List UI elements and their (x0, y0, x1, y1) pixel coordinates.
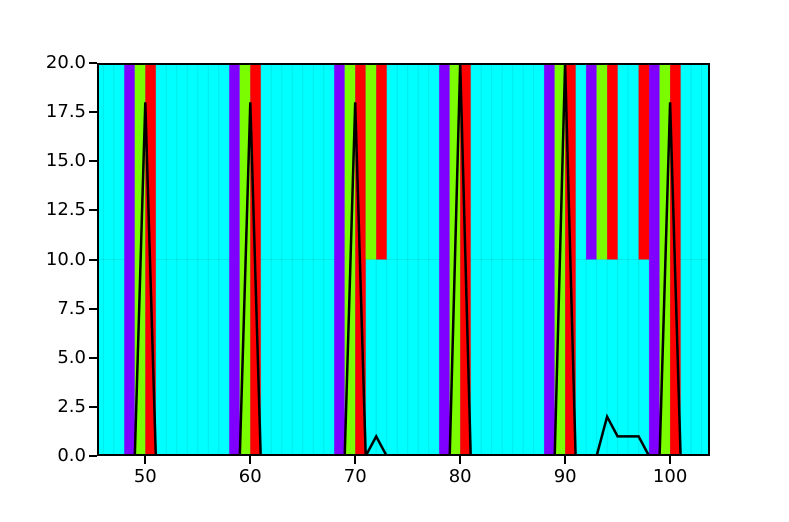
y-tick-mark (89, 405, 97, 408)
y-tick-label: 10.0 (45, 248, 86, 270)
y-tick-mark (89, 160, 97, 163)
y-tick-mark (89, 307, 97, 310)
x-tick-label: 70 (343, 466, 367, 487)
bar-purple (334, 63, 345, 456)
bar-purple (544, 63, 555, 456)
plot-area (97, 63, 710, 456)
x-tick-label: 90 (553, 466, 577, 487)
x-tick-mark (669, 456, 672, 464)
y-tick-label: 7.5 (57, 297, 86, 319)
x-tick-mark (354, 456, 357, 464)
half-bar-green (365, 63, 377, 260)
y-tick-label: 17.5 (45, 101, 86, 123)
y-tick-label: 12.5 (45, 199, 86, 221)
x-tick-label: 100 (652, 466, 688, 487)
bar-purple (649, 63, 660, 456)
x-tick-label: 80 (448, 466, 472, 487)
x-tick-label: 50 (133, 466, 157, 487)
y-tick-mark (89, 209, 97, 212)
y-tick-mark (89, 356, 97, 359)
half-bar-red (607, 63, 618, 260)
y-tick-label: 5.0 (57, 346, 86, 368)
data-line (97, 63, 710, 456)
half-bar-red (638, 63, 650, 260)
x-tick-mark (144, 456, 147, 464)
chart-svg (97, 63, 710, 456)
bar-purple (439, 63, 450, 456)
x-tick-mark (459, 456, 462, 464)
x-tick-mark (564, 456, 567, 464)
y-tick-mark (89, 258, 97, 261)
y-tick-label: 20.0 (45, 52, 86, 73)
y-tick-mark (89, 111, 97, 114)
y-tick-label: 15.0 (45, 150, 86, 172)
x-tick-label: 60 (238, 466, 262, 487)
half-bar-green (596, 63, 608, 260)
y-tick-label: 2.5 (57, 395, 86, 417)
y-tick-label: 0.0 (57, 445, 86, 466)
y-tick-mark (89, 62, 97, 64)
y-tick-mark (89, 455, 97, 457)
x-tick-mark (249, 456, 252, 464)
bar-purple (229, 63, 240, 456)
half-bar-purple (586, 63, 597, 260)
bar-purple (124, 63, 135, 456)
half-bar-red (376, 63, 387, 260)
axes-spines (97, 63, 710, 456)
